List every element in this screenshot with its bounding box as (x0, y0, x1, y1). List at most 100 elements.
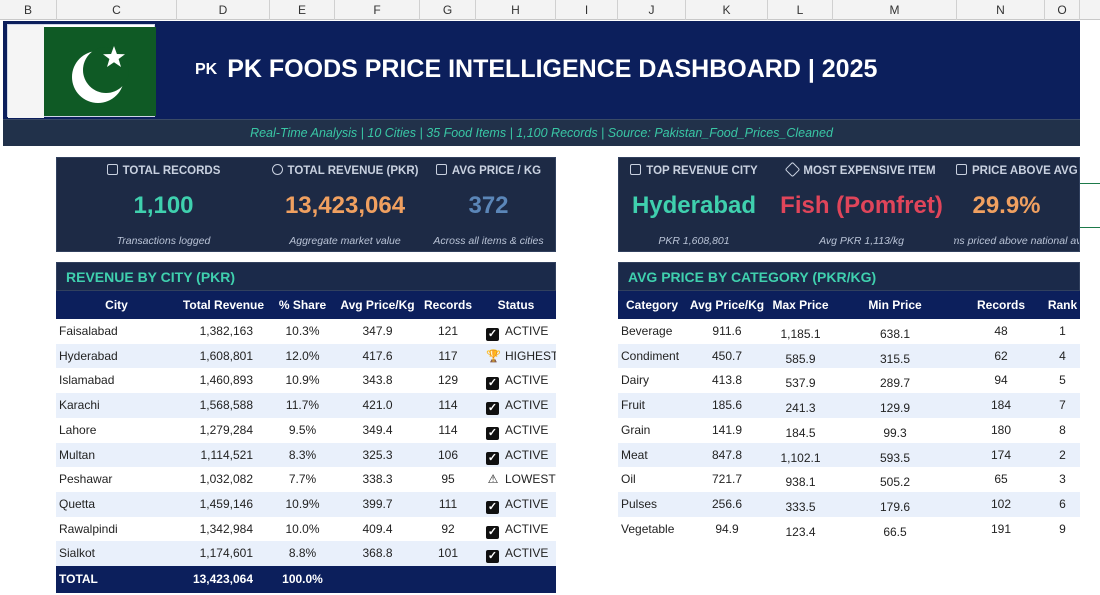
cell-rank[interactable]: 8 (1059, 422, 1066, 437)
cell-rank[interactable]: 5 (1059, 373, 1066, 388)
cell-records[interactable]: 191 (990, 521, 1012, 536)
cell-category[interactable]: Vegetable (621, 521, 675, 536)
cell-share[interactable]: 12.0% (285, 348, 320, 363)
cell-records[interactable]: 174 (990, 447, 1012, 462)
column-header[interactable]: L (768, 0, 833, 20)
cell-avg-price[interactable]: 141.9 (711, 422, 743, 437)
cell-records[interactable]: 94 (994, 373, 1008, 388)
column-header[interactable]: M (833, 0, 957, 20)
cell-max-price[interactable]: 537.9 (785, 376, 816, 391)
cell-records[interactable]: 102 (990, 496, 1012, 511)
cell-records[interactable]: 106 (437, 447, 459, 462)
cell-avg-price[interactable]: 421.0 (362, 398, 393, 413)
column-header[interactable]: G (420, 0, 476, 20)
cell-category[interactable]: Beverage (621, 324, 673, 338)
cell-revenue[interactable]: 1,608,801 (199, 348, 253, 363)
cell-max-price[interactable]: 1,185.1 (780, 327, 821, 341)
cell-category[interactable]: Fruit (621, 398, 645, 413)
cell-status[interactable]: ✓ ACTIVE (486, 368, 556, 393)
column-header-city[interactable]: City (105, 298, 128, 312)
cell-avg-price[interactable]: 847.8 (711, 447, 743, 462)
cell-records[interactable]: 101 (437, 546, 459, 561)
column-header[interactable]: E (270, 0, 335, 20)
cell-rank[interactable]: 2 (1059, 447, 1066, 462)
cell-revenue[interactable]: 1,460,893 (199, 373, 253, 388)
column-header-revenue[interactable]: Total Revenue (182, 298, 265, 312)
cell-avg-price[interactable]: 94.9 (715, 521, 739, 536)
cell-share[interactable]: 8.8% (288, 546, 317, 561)
cell-city[interactable]: Rawalpindi (59, 521, 118, 536)
cell-category[interactable]: Pulses (621, 496, 658, 511)
total-share[interactable]: 100.0% (282, 572, 323, 586)
cell-city[interactable]: Lahore (59, 422, 97, 437)
cell-min-price[interactable]: 505.2 (879, 475, 911, 490)
total-label[interactable]: TOTAL (59, 572, 98, 586)
cell-status[interactable]: ✓ ACTIVE (486, 393, 556, 418)
column-header[interactable]: B (0, 0, 57, 20)
cell-max-price[interactable]: 184.5 (785, 425, 816, 440)
cell-status[interactable]: ✓ ACTIVE (486, 541, 556, 566)
cell-revenue[interactable]: 1,459,146 (199, 496, 253, 511)
cell-category[interactable]: Meat (621, 447, 648, 462)
cell-revenue[interactable]: 1,032,082 (199, 472, 253, 487)
cell-city[interactable]: Islamabad (59, 373, 115, 388)
cell-city[interactable]: Multan (59, 447, 96, 462)
cell-avg-price[interactable]: 911.6 (712, 324, 742, 338)
cell-avg-price[interactable]: 185.6 (711, 398, 743, 413)
cell-min-price[interactable]: 179.6 (879, 499, 911, 514)
cell-records[interactable]: 95 (441, 472, 455, 487)
cell-avg-price[interactable]: 256.6 (711, 496, 743, 511)
cell-share[interactable]: 9.5% (288, 422, 317, 437)
cell-status[interactable]: 🏆 HIGHEST (486, 344, 556, 369)
cell-revenue[interactable]: 1,114,521 (200, 447, 254, 462)
cell-city[interactable]: Faisalabad (59, 324, 118, 338)
cell-status[interactable]: ✓ ACTIVE (486, 492, 556, 517)
total-revenue[interactable]: 13,423,064 (192, 572, 253, 586)
cell-rank[interactable]: 6 (1059, 496, 1066, 511)
column-header[interactable]: H (476, 0, 556, 20)
cell-rank[interactable]: 4 (1059, 348, 1066, 363)
cell-min-price[interactable]: 66.5 (883, 524, 907, 539)
column-header-records[interactable]: Records (976, 298, 1026, 312)
cell-city[interactable]: Karachi (59, 398, 100, 413)
cell-records[interactable]: 129 (437, 373, 459, 388)
cell-share[interactable]: 10.0% (285, 521, 320, 536)
cell-status[interactable]: ✓ ACTIVE (486, 319, 556, 344)
cell-records[interactable]: 65 (994, 472, 1008, 487)
cell-share[interactable]: 10.9% (285, 496, 320, 511)
column-header-status[interactable]: Status (497, 298, 535, 312)
cell-records[interactable]: 111 (438, 496, 458, 511)
cell-avg-price[interactable]: 450.7 (711, 348, 743, 363)
cell-max-price[interactable]: 938.1 (785, 475, 816, 490)
cell-revenue[interactable]: 1,342,984 (199, 521, 253, 536)
column-header[interactable]: K (686, 0, 768, 20)
cell-min-price[interactable]: 638.1 (879, 327, 911, 341)
cell-max-price[interactable]: 585.9 (785, 351, 816, 366)
column-header-max-price[interactable]: Max Price (772, 298, 829, 312)
cell-city[interactable]: Hyderabad (59, 348, 118, 363)
cell-max-price[interactable]: 123.4 (785, 524, 816, 539)
column-header[interactable]: F (335, 0, 420, 20)
column-header[interactable]: N (957, 0, 1045, 20)
column-header[interactable]: J (618, 0, 686, 20)
cell-rank[interactable]: 9 (1059, 521, 1066, 536)
column-header-avg-price[interactable]: Avg Price/Kg (340, 298, 415, 312)
cell-records[interactable]: 184 (990, 398, 1012, 413)
cell-rank[interactable]: 7 (1059, 398, 1066, 413)
cell-avg-price[interactable]: 721.7 (711, 472, 743, 487)
cell-records[interactable]: 180 (990, 422, 1012, 437)
cell-category[interactable]: Oil (621, 472, 636, 487)
column-header[interactable]: O (1045, 0, 1080, 20)
column-header-records[interactable]: Records (423, 298, 473, 312)
cell-rank[interactable]: 1 (1059, 324, 1066, 338)
cell-min-price[interactable]: 99.3 (883, 425, 907, 440)
column-header-avg-price[interactable]: Avg Price/Kg (689, 298, 765, 312)
cell-city[interactable]: Peshawar (59, 472, 113, 487)
cell-status[interactable]: ✓ ACTIVE (486, 443, 556, 468)
cell-records[interactable]: 92 (441, 521, 455, 536)
cell-revenue[interactable]: 1,174,601 (199, 546, 253, 561)
column-header-rank[interactable]: Rank (1047, 298, 1078, 312)
cell-avg-price[interactable]: 417.6 (362, 348, 393, 363)
column-header-category[interactable]: Category (625, 298, 678, 312)
cell-max-price[interactable]: 241.3 (785, 401, 816, 416)
